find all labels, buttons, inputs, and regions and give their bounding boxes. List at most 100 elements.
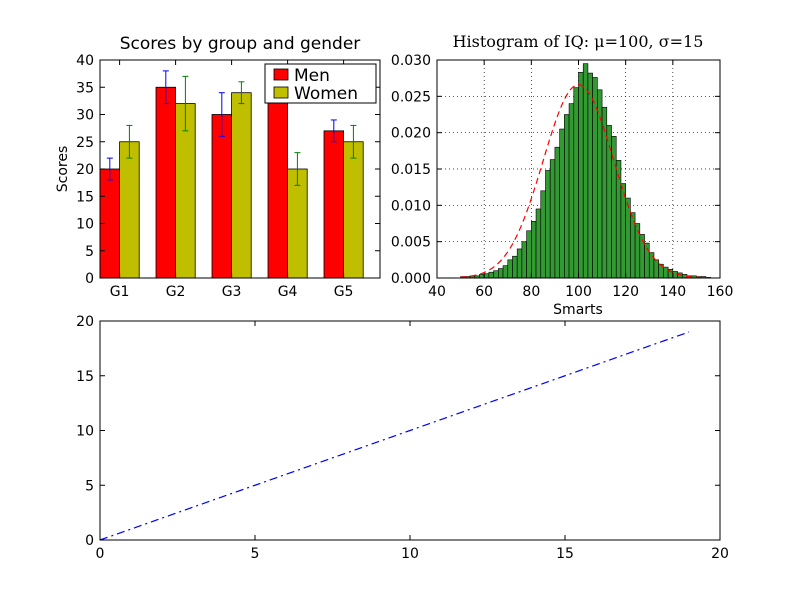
histogram-bar: [601, 106, 608, 279]
legend-men-swatch: [273, 68, 289, 81]
y-tick-label: 0.030: [391, 53, 431, 69]
y-tick-label: 10: [76, 424, 94, 440]
histogram-title: Histogram of IQ: μ=100, σ=15: [453, 32, 704, 51]
x-tick-label: 140: [659, 284, 686, 300]
x-tick-label: 5: [251, 546, 260, 562]
x-tick-label: G2: [166, 284, 186, 300]
histogram-bar: [516, 248, 523, 279]
line-series: [99, 331, 690, 541]
line-plot-ticks: 0 5 10 15 20 0 5 10 15 20: [76, 314, 729, 562]
legend-women-swatch: [273, 86, 289, 99]
y-tick-label: 20: [76, 314, 94, 330]
y-tick-label: 0.020: [391, 126, 431, 142]
histogram-bar: [507, 259, 513, 279]
histogram-bar: [634, 223, 641, 279]
iq-histogram: Histogram of IQ: μ=100, σ=15 40 60 80 100 12…: [391, 32, 733, 318]
histogram-bar: [625, 197, 631, 279]
histogram-bar: [549, 159, 556, 279]
bar-men-g3: [211, 114, 233, 279]
histogram-bar: [663, 266, 669, 279]
bar-chart-error-bars: [106, 70, 357, 186]
x-tick-label: 15: [556, 546, 574, 562]
histogram-bar: [573, 87, 579, 279]
x-tick-label: 100: [565, 284, 592, 300]
histogram-bar: [578, 72, 584, 279]
histogram-bar: [488, 271, 494, 279]
x-tick-label: G4: [278, 284, 298, 300]
histogram-bar: [611, 136, 617, 279]
y-tick-label: 0.025: [391, 89, 431, 105]
y-tick-label: 0.015: [391, 162, 431, 178]
histogram-bar: [672, 271, 678, 279]
histogram-bar: [531, 221, 537, 279]
y-tick-label: 15: [76, 189, 94, 205]
x-tick-label: 10: [401, 546, 419, 562]
y-tick-label: 0: [85, 271, 94, 287]
y-tick-label: 30: [76, 108, 94, 124]
y-tick-label: 10: [76, 217, 94, 233]
y-tick-label: 35: [76, 80, 94, 96]
y-tick-label: 5: [85, 478, 94, 494]
y-tick-label: 0: [85, 533, 94, 549]
bar-women-g3: [231, 92, 252, 279]
x-tick-label: 160: [707, 284, 734, 300]
histogram-bar: [498, 268, 504, 279]
line-plot: 0 5 10 15 20 0 5 10 15 20: [76, 314, 729, 562]
histogram-bar: [483, 273, 490, 279]
bar-chart-legend: Men Women: [264, 63, 377, 104]
bar-women-g1: [119, 141, 140, 279]
x-tick-label: 60: [475, 284, 493, 300]
bar-chart-title: Scores by group and gender: [120, 34, 361, 54]
histogram-normal-curve: [460, 84, 711, 279]
x-tick-label: G5: [334, 284, 354, 300]
y-tick-label: 40: [76, 53, 94, 69]
y-tick-label: 0.010: [391, 198, 431, 214]
x-tick-label: 120: [612, 284, 639, 300]
histogram-bar: [587, 72, 593, 279]
y-tick-label: 20: [76, 162, 94, 178]
histogram-bar: [502, 265, 509, 279]
histogram-x-axis-label: Smarts: [553, 302, 603, 318]
histogram-bar: [526, 230, 532, 279]
histogram-bar: [554, 146, 560, 279]
histogram-bar: [545, 170, 551, 279]
y-tick-label: 0.000: [391, 271, 431, 287]
histogram-bar: [564, 114, 570, 279]
scores-bar-chart: Scores by group and gender Scores 0 5 10 15…: [55, 34, 381, 300]
histogram-bar: [606, 125, 612, 279]
bar-chart-bars: [99, 86, 364, 279]
histogram-frame: [436, 59, 721, 279]
x-tick-label: G3: [222, 284, 242, 300]
y-tick-label: 25: [76, 135, 94, 151]
x-tick-label: 0: [96, 546, 105, 562]
bar-men-g4: [267, 86, 289, 279]
bar-chart-frame: [99, 59, 381, 279]
x-tick-label: G1: [110, 284, 130, 300]
line-plot-frame: [99, 320, 721, 541]
histogram-bar: [540, 190, 546, 279]
histogram-bars: [460, 63, 711, 279]
bar-women-g5: [343, 141, 364, 279]
histogram-bar: [512, 255, 518, 279]
histogram-bar: [582, 63, 589, 279]
histogram-bar: [493, 270, 499, 279]
y-tick-label: 5: [85, 244, 94, 260]
x-tick-label: 20: [711, 546, 729, 562]
y-tick-label: 0.005: [391, 235, 431, 251]
legend-men-label: Men: [294, 66, 330, 86]
bar-men-g5: [323, 130, 345, 279]
histogram-bar: [535, 208, 542, 279]
histogram-bar: [653, 259, 659, 279]
histogram-bar: [568, 103, 575, 279]
histogram-bar: [521, 241, 527, 279]
legend-women-label: Women: [294, 84, 358, 104]
histogram-bar: [559, 128, 565, 279]
bar-chart-y-axis-label: Scores: [55, 146, 71, 193]
x-tick-label: 80: [522, 284, 540, 300]
y-tick-label: 15: [76, 369, 94, 385]
histogram-bar: [479, 274, 485, 279]
histogram-ticks: 40 60 80 100 120 140 160 0.000 0.005 0.010 0.015 0.…: [391, 53, 733, 300]
bar-chart-ticks: 0 5 10 15 20 25 30 35 40 G1 G2 G3 G4 G5: [76, 53, 380, 300]
